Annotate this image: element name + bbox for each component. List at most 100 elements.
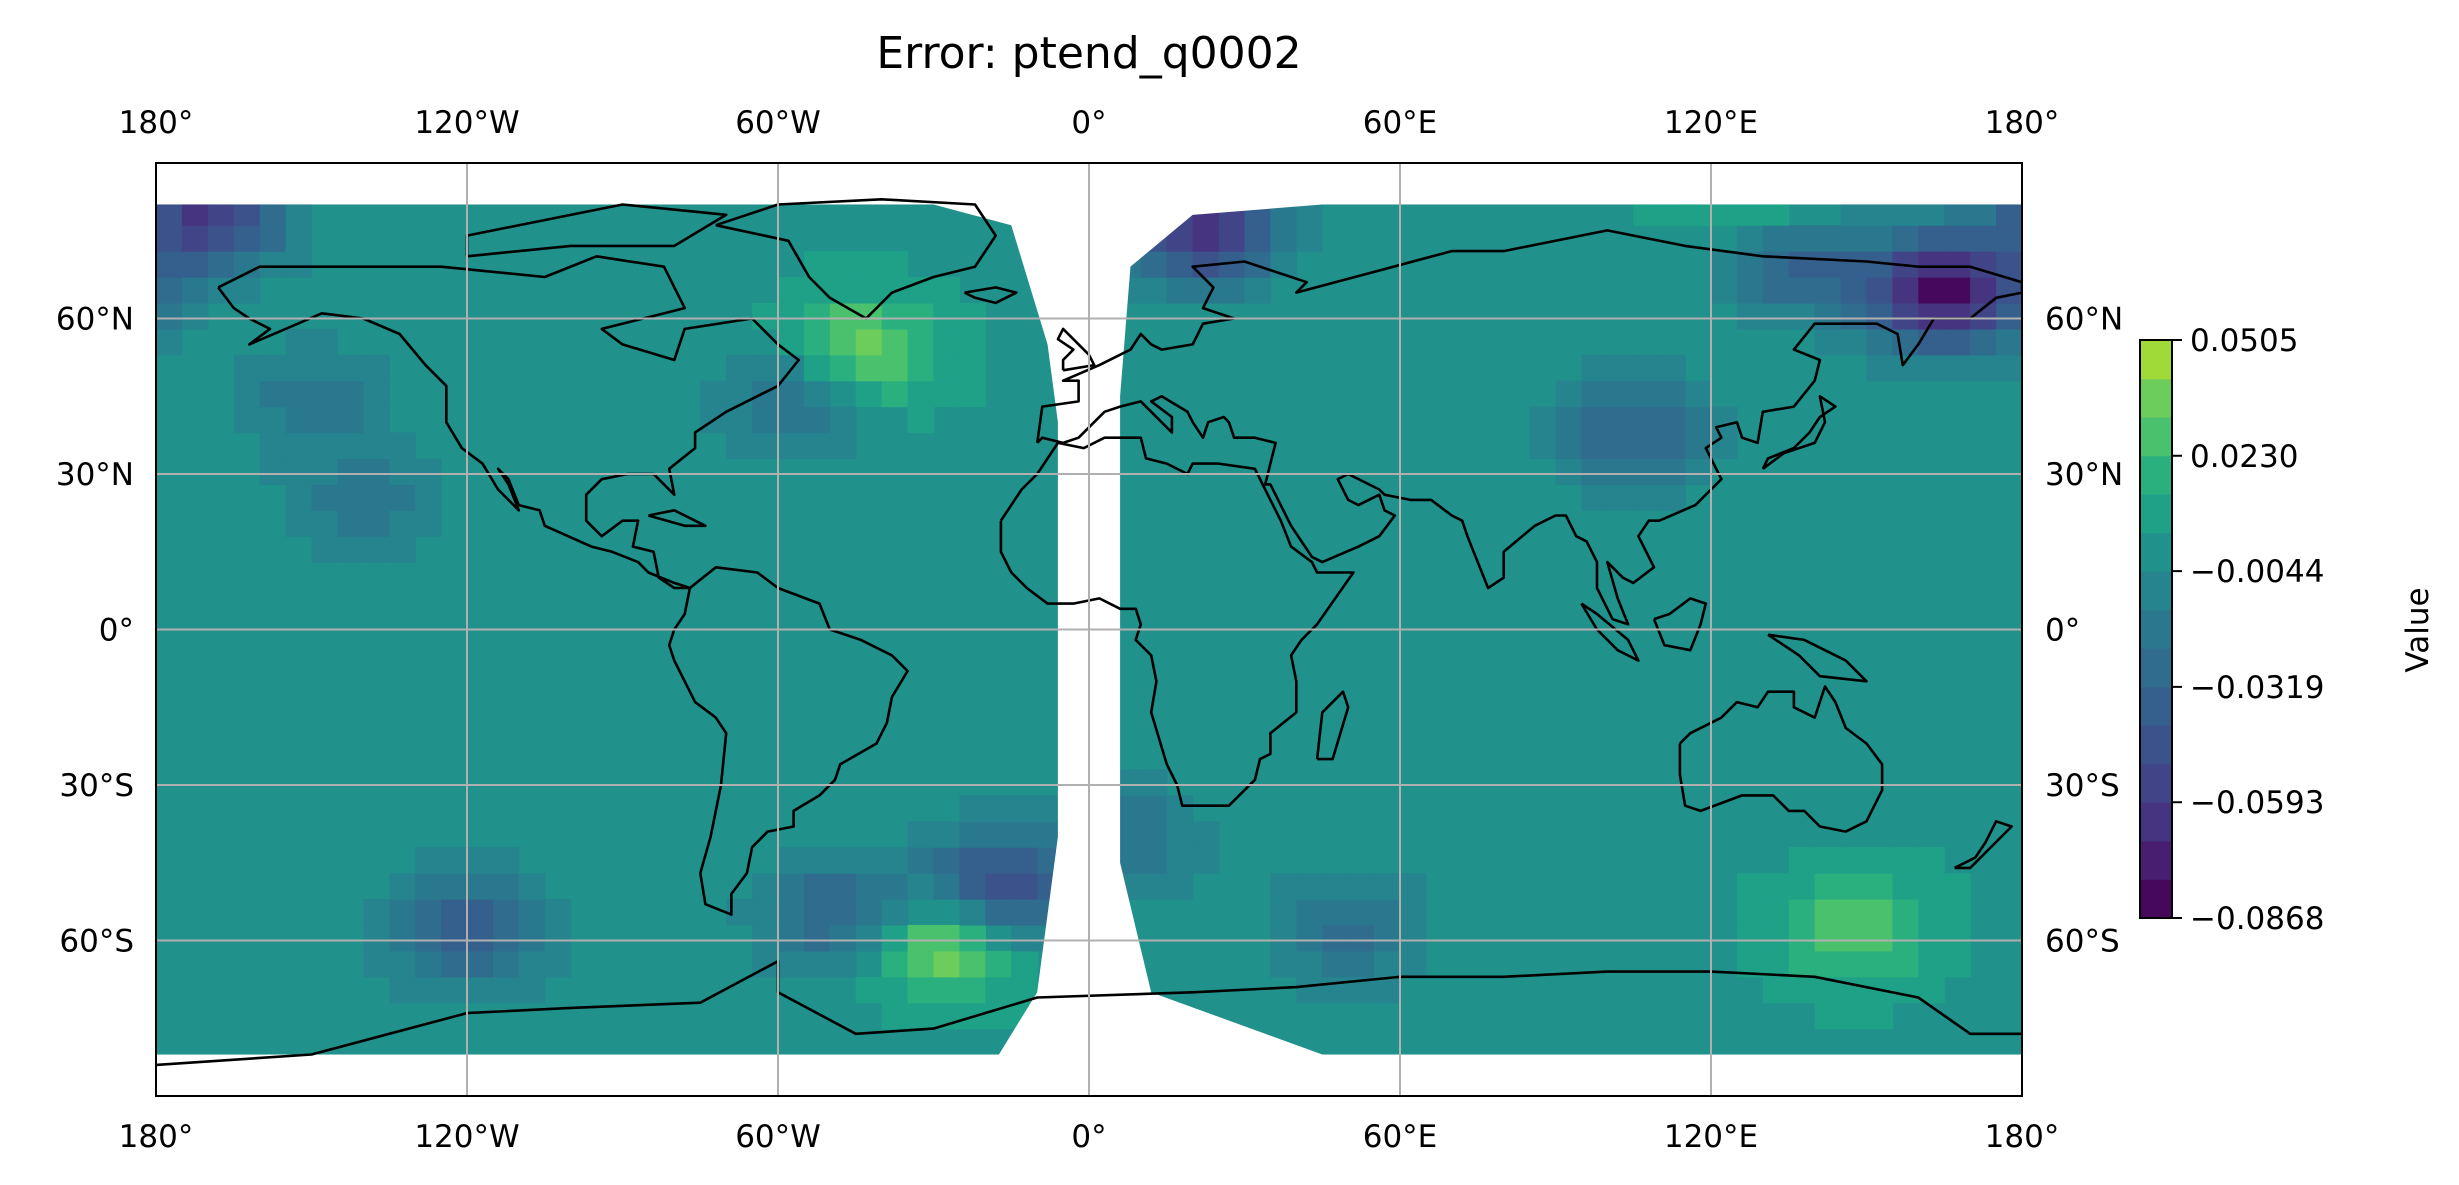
field-cell xyxy=(1762,950,1790,978)
field-cell xyxy=(285,251,313,278)
field-cell xyxy=(1633,484,1660,511)
field-cell xyxy=(1788,847,1816,874)
field-cell xyxy=(1218,225,1246,252)
field-cell xyxy=(1581,406,1608,434)
field-cell xyxy=(1970,354,1997,382)
gridlines xyxy=(156,163,2022,1096)
field-cell xyxy=(1918,277,1945,304)
field-cell xyxy=(1140,873,1168,900)
field-cell xyxy=(803,924,831,952)
field-cell xyxy=(363,484,390,511)
field-cell xyxy=(492,873,520,900)
field-cell xyxy=(1296,899,1323,926)
field-cell xyxy=(363,536,390,563)
field-cell xyxy=(259,354,287,382)
field-cell xyxy=(1840,204,1868,226)
field-cell xyxy=(933,950,961,978)
field-cell xyxy=(1788,302,1816,330)
field-cell xyxy=(1944,950,1971,978)
field-cell xyxy=(803,354,831,382)
field-cell xyxy=(1166,873,1194,900)
field-cell xyxy=(233,354,261,382)
field-cell xyxy=(156,251,183,278)
field-cell xyxy=(1711,204,1738,226)
field-cell xyxy=(207,204,235,226)
field-cell xyxy=(156,302,183,330)
field-cell xyxy=(311,458,339,485)
lat-tick-label: 30°S xyxy=(2045,768,2120,804)
field-cell xyxy=(1529,406,1557,434)
field-cell xyxy=(1944,354,1971,382)
field-cell xyxy=(1140,821,1168,848)
field-cell xyxy=(1840,924,1868,952)
chart-title: Error: ptend_q0002 xyxy=(876,28,1301,79)
field-cell xyxy=(881,976,909,1004)
greenland-coastline xyxy=(715,198,998,320)
field-cell xyxy=(855,251,883,278)
field-cell xyxy=(1270,899,1297,926)
field-cell xyxy=(1892,302,1919,330)
field-cell xyxy=(1322,899,1349,926)
field-cell xyxy=(1918,873,1945,900)
field-cell xyxy=(389,899,416,926)
field-cell xyxy=(311,510,339,537)
field-cell xyxy=(1166,821,1194,848)
field-cell xyxy=(363,406,390,434)
field-cell xyxy=(1011,873,1038,900)
field-cell xyxy=(907,950,935,978)
field-cell xyxy=(311,536,339,563)
field-cell xyxy=(1892,204,1919,226)
field-cell xyxy=(1166,847,1194,874)
field-cell xyxy=(363,380,390,408)
field-cell xyxy=(907,873,935,900)
field-cell xyxy=(207,225,235,252)
field-cell xyxy=(544,950,572,978)
field-cell xyxy=(207,251,235,278)
lon-tick-label: 180° xyxy=(119,1119,194,1155)
field-cell xyxy=(259,380,287,408)
field-cell xyxy=(752,380,779,408)
colorbar-segment xyxy=(2140,648,2172,688)
colorbar-segment xyxy=(2140,340,2172,380)
field-cell xyxy=(1918,302,1945,330)
antarctica-coastline xyxy=(156,959,2022,1067)
field-cell xyxy=(1270,924,1297,952)
field-cell xyxy=(1814,225,1842,252)
field-cell xyxy=(1400,873,1427,900)
field-cell xyxy=(1788,950,1816,978)
field-cell xyxy=(1140,251,1168,278)
field-cell xyxy=(726,380,753,408)
field-cell xyxy=(1711,277,1738,304)
field-cell xyxy=(1581,484,1608,511)
field-cell xyxy=(1996,251,2022,278)
field-cell xyxy=(933,380,961,408)
field-cell xyxy=(156,328,183,356)
field-cell xyxy=(1011,847,1038,874)
field-cell xyxy=(311,354,339,382)
field-cell xyxy=(752,432,779,460)
field-cell xyxy=(752,899,779,926)
field-cell xyxy=(1659,354,1686,382)
field-cell xyxy=(1840,328,1868,356)
field-cell xyxy=(492,950,520,978)
colorbar-segment xyxy=(2140,763,2172,803)
field-cell xyxy=(985,950,1012,978)
field-cell xyxy=(492,924,520,952)
field-cell xyxy=(1788,277,1816,304)
field-cell xyxy=(933,328,961,356)
field-cell xyxy=(441,899,468,926)
field-cell xyxy=(441,873,468,900)
colorbar-tick-label: 0.0505 xyxy=(2190,323,2298,359)
field-cell xyxy=(1736,204,1764,226)
field-cell xyxy=(1140,795,1168,822)
field-cell xyxy=(1374,924,1401,952)
field-cell xyxy=(907,976,935,1004)
field-cell xyxy=(467,976,494,1004)
field-cell xyxy=(1762,924,1790,952)
field-cell xyxy=(1892,354,1919,382)
field-cell xyxy=(829,354,857,382)
field-cell xyxy=(1840,950,1868,978)
field-cell xyxy=(855,899,883,926)
field-cell xyxy=(1659,484,1686,511)
field-cell xyxy=(985,976,1012,1004)
